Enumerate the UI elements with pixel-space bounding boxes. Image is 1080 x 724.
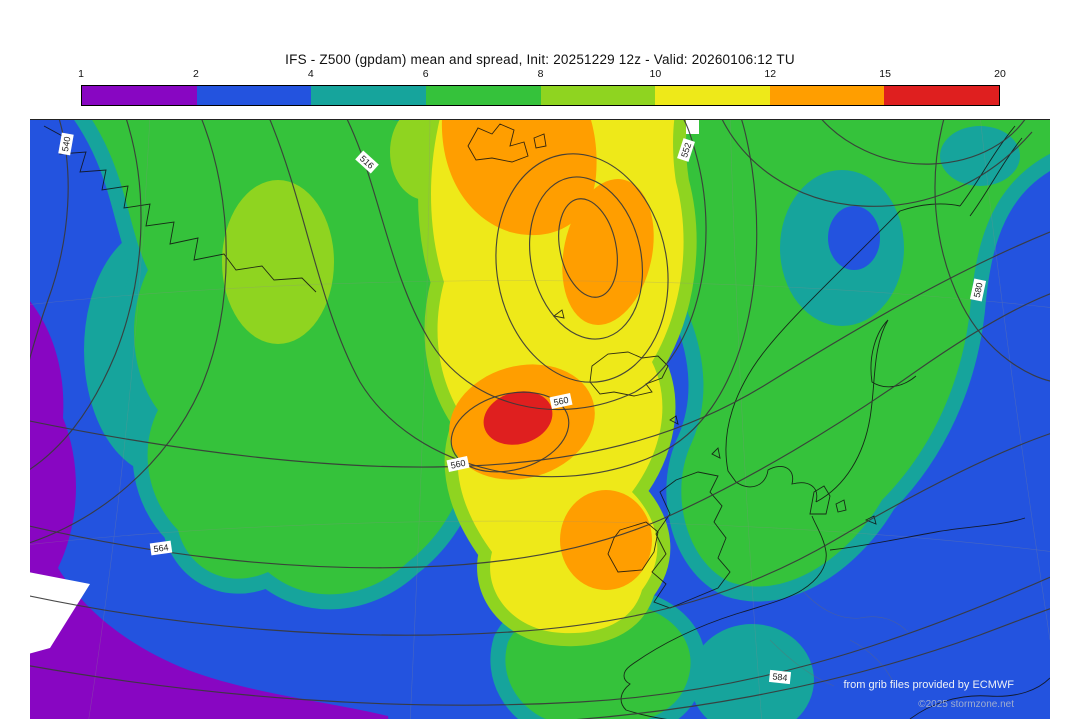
colorbar-tick-15: 15 bbox=[879, 68, 891, 80]
contour-layer bbox=[24, 114, 1056, 724]
svg-text:580: 580 bbox=[972, 282, 985, 299]
attribution-text: from grib files provided by ECMWF bbox=[843, 679, 1014, 691]
svg-text:540: 540 bbox=[60, 136, 72, 153]
contour-label: 540 bbox=[58, 132, 74, 156]
colorbar-tick-10: 10 bbox=[649, 68, 662, 80]
svg-text:552: 552 bbox=[679, 141, 693, 158]
colorbar-segment-15-20 bbox=[884, 86, 999, 105]
contour-label: 580 bbox=[969, 278, 987, 302]
coast-continental-europe bbox=[620, 125, 1051, 724]
contour-label: 564 bbox=[149, 540, 173, 556]
svg-text:564: 564 bbox=[153, 542, 169, 554]
colorbar-tick-4: 4 bbox=[307, 68, 314, 80]
coastline-layer bbox=[43, 123, 1051, 724]
contour-label: 584 bbox=[768, 669, 792, 685]
colorbar-tick-6: 6 bbox=[422, 68, 429, 80]
colorbar-segment-2-4 bbox=[196, 86, 312, 105]
colorbar-tick-1: 1 bbox=[78, 68, 84, 80]
colorbar-tick-2: 2 bbox=[192, 68, 199, 80]
page-title: IFS - Z500 (gpdam) mean and spread, Init… bbox=[285, 52, 795, 67]
colorbar-segment-1-2 bbox=[82, 86, 197, 105]
copyright-text: ©2025 stormzone.net bbox=[918, 699, 1014, 710]
colorbar bbox=[81, 85, 1000, 106]
coast-scandinavia bbox=[725, 203, 961, 525]
colorbar-segment-8-10 bbox=[540, 86, 656, 105]
colorbar-tick-12: 12 bbox=[764, 68, 777, 80]
colorbar-tick-8: 8 bbox=[537, 68, 544, 80]
coast-british-isles bbox=[607, 447, 731, 609]
colorbar-segment-4-6 bbox=[311, 86, 426, 105]
weather-map: 540 516 552 560 560 564 580 584 from gri… bbox=[20, 75, 1077, 724]
contour-label: 552 bbox=[677, 138, 695, 162]
colorbar-segment-10-12 bbox=[655, 86, 770, 105]
weather-map-svg: 540 516 552 560 560 564 580 584 bbox=[20, 75, 1077, 724]
contour-label: 560 bbox=[446, 455, 470, 473]
colorbar-segment-12-15 bbox=[769, 86, 885, 105]
colorbar-tick-20: 20 bbox=[994, 68, 1006, 80]
map-blank-wedge bbox=[28, 572, 90, 654]
spread-maximum bbox=[483, 391, 553, 445]
svg-text:560: 560 bbox=[553, 395, 570, 408]
svg-text:584: 584 bbox=[772, 671, 788, 683]
graticule-layer bbox=[24, 114, 1056, 724]
low-spread-band bbox=[20, 290, 389, 724]
contour-label: 560 bbox=[549, 392, 573, 410]
colorbar-segment-6-8 bbox=[425, 86, 541, 105]
colorbar-ticks: 1 2 4 6 8 10 12 15 20 bbox=[78, 68, 1006, 82]
svg-text:560: 560 bbox=[450, 458, 467, 471]
coast-greenland-svalbard-iceland bbox=[43, 123, 679, 425]
